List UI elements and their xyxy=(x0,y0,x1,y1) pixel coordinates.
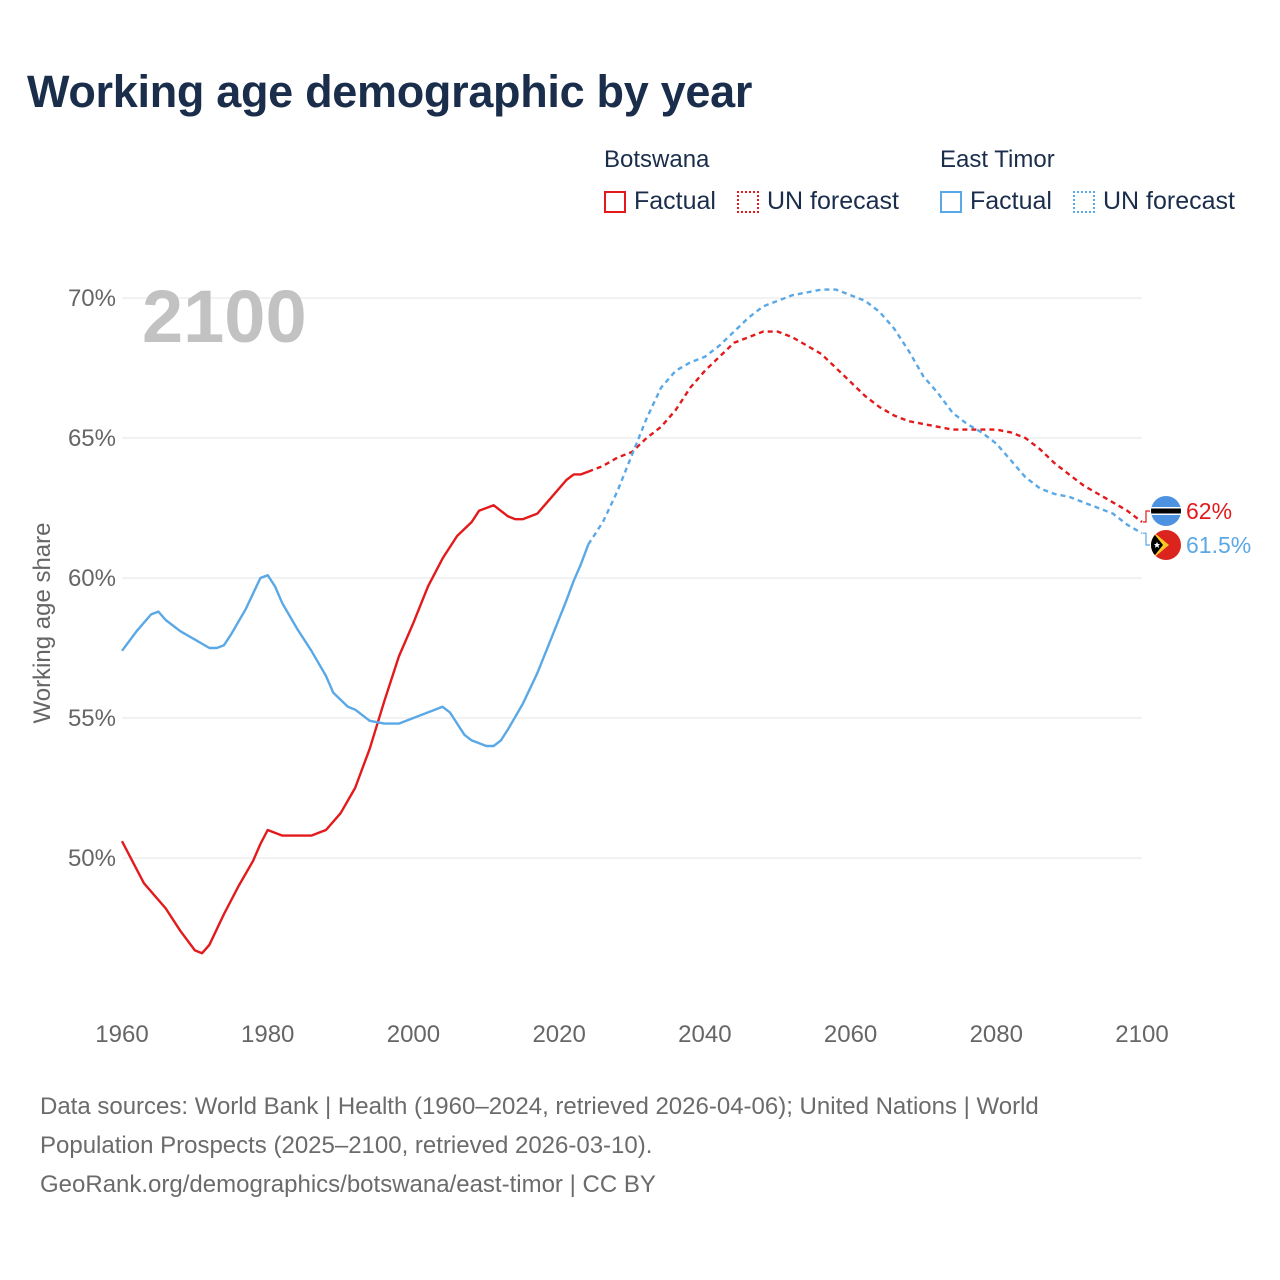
y-axis-label: Working age share xyxy=(29,523,56,724)
legend-swatch-solid-blue xyxy=(940,190,962,213)
legend-east-timor-forecast[interactable]: UN forecast xyxy=(1073,187,1235,216)
year-watermark: 2100 xyxy=(142,275,307,358)
y-tick-label: 55% xyxy=(68,705,116,732)
footer-sources-line2: Population Prospects (2025–2100, retriev… xyxy=(40,1132,653,1159)
label-connector xyxy=(1143,532,1150,546)
legend-swatch-solid-red xyxy=(604,190,626,213)
series-line-east-timor-factual xyxy=(121,543,590,748)
end-value-label: 62% xyxy=(1186,498,1232,524)
x-tick-label: 1980 xyxy=(241,1021,294,1048)
x-tick-label: 2080 xyxy=(970,1021,1023,1048)
legend-label: UN forecast xyxy=(767,187,899,215)
botswana-flag xyxy=(1151,496,1181,526)
legend-swatch-dotted-blue xyxy=(1073,190,1095,213)
legend-botswana-forecast[interactable]: UN forecast xyxy=(737,187,899,216)
series-line-botswana-factual xyxy=(120,470,589,955)
y-tick-label: 70% xyxy=(68,285,116,312)
label-connector xyxy=(1143,510,1150,523)
legend-group-east-timor: East Timor xyxy=(940,146,1055,173)
y-tick-label: 60% xyxy=(68,565,116,592)
x-tick-label: 2100 xyxy=(1115,1021,1168,1048)
legend-east-timor-factual[interactable]: Factual xyxy=(940,187,1052,216)
legend-group-botswana: Botswana xyxy=(604,146,710,173)
x-tick-label: 1960 xyxy=(95,1021,148,1048)
series-line-botswana-forecast xyxy=(587,330,1143,523)
x-tick-label: 2020 xyxy=(532,1021,585,1048)
legend-botswana-factual[interactable]: Factual xyxy=(604,187,716,216)
legend-label: Factual xyxy=(970,187,1052,215)
legend-label: Factual xyxy=(634,187,716,215)
x-tick-label: 2040 xyxy=(678,1021,731,1048)
east-timor-flag xyxy=(1151,530,1181,560)
chart-title: Working age demographic by year xyxy=(27,66,753,117)
line-chart: 50% 55% 60% 65% 70% 1960 1980 2000 2020 2040 2060 2… xyxy=(29,275,1251,1048)
series-line-east-timor-forecast xyxy=(587,288,1143,546)
x-tick-label: 2000 xyxy=(387,1021,440,1048)
footer-link[interactable]: GeoRank.org/demographics/botswana/east-t… xyxy=(40,1171,656,1198)
y-tick-label: 50% xyxy=(68,845,116,872)
footer: Data sources: World Bank | Health (1960–… xyxy=(40,1087,1240,1204)
legend-swatch-dotted-red xyxy=(737,190,759,213)
end-value-label: 61.5% xyxy=(1186,532,1251,558)
legend-label: UN forecast xyxy=(1103,187,1235,215)
y-tick-label: 65% xyxy=(68,425,116,452)
x-tick-label: 2060 xyxy=(824,1021,877,1048)
footer-sources-line1: Data sources: World Bank | Health (1960–… xyxy=(40,1093,1039,1120)
